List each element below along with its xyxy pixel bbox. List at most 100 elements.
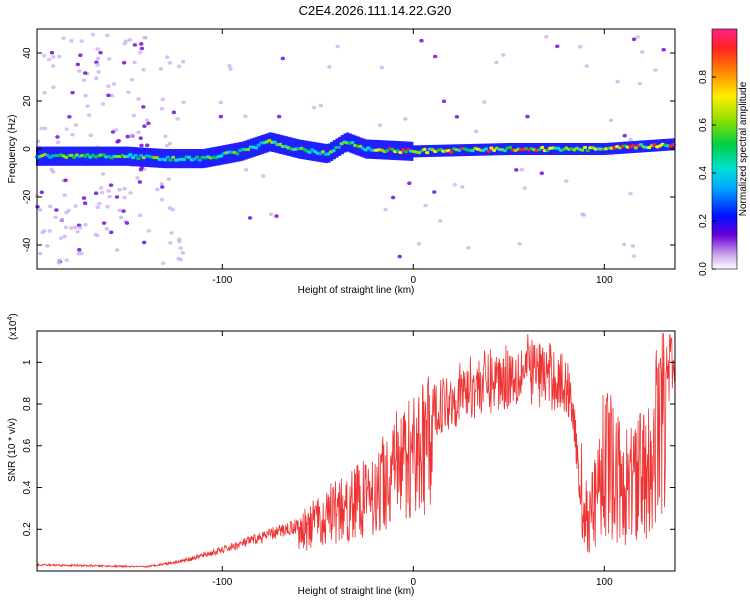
- noise-point: [57, 54, 62, 59]
- ridge-band: [461, 144, 465, 157]
- noise-point: [631, 37, 637, 42]
- noise-point: [631, 254, 637, 258]
- noise-point: [136, 130, 141, 135]
- ridge-point: [162, 158, 168, 162]
- noise-point: [171, 110, 177, 115]
- ridge-point: [424, 151, 430, 155]
- noise-point: [180, 59, 186, 64]
- ridge-point: [585, 149, 591, 153]
- ridge-point: [245, 147, 251, 152]
- noise-point: [327, 65, 332, 69]
- noise-point: [107, 57, 112, 61]
- x-tick-label: 100: [596, 577, 613, 588]
- noise-point: [160, 97, 166, 102]
- noise-point: [79, 39, 84, 43]
- ridge-point: [138, 153, 144, 158]
- noise-point: [39, 126, 44, 131]
- ridge-band: [169, 149, 173, 169]
- noise-point: [167, 61, 173, 65]
- ridge-band: [399, 141, 403, 161]
- ridge-point: [422, 147, 428, 151]
- noise-point: [501, 53, 506, 57]
- noise-point: [62, 193, 67, 197]
- ridge-band: [228, 144, 232, 164]
- noise-point: [630, 244, 636, 248]
- noise-point: [75, 229, 80, 234]
- noise-point: [494, 60, 499, 65]
- noise-point: [166, 177, 172, 182]
- noise-point: [142, 124, 147, 128]
- ridge-point: [85, 153, 91, 157]
- noise-point: [180, 251, 186, 255]
- noise-point: [243, 114, 248, 119]
- noise-point: [164, 55, 170, 60]
- ridge-band: [584, 143, 588, 155]
- noise-point: [564, 179, 569, 183]
- noise-point: [637, 81, 643, 86]
- noise-point: [522, 186, 527, 190]
- spectrogram-y-label: Frequency (Hz): [7, 115, 18, 184]
- noise-point: [132, 43, 138, 47]
- noise-point: [47, 229, 52, 233]
- noise-point: [474, 129, 479, 134]
- noise-point: [121, 60, 127, 65]
- noise-point: [163, 134, 168, 139]
- colorbar-tick-label: 0.0: [698, 262, 709, 276]
- ridge-point: [272, 140, 278, 144]
- ridge-point: [390, 147, 396, 151]
- x-tick-label: 100: [596, 275, 613, 286]
- ridge-point: [128, 153, 134, 157]
- noise-point: [280, 56, 286, 61]
- noise-point: [454, 114, 460, 119]
- noise-point: [127, 38, 132, 42]
- noise-point: [81, 196, 87, 200]
- noise-point: [441, 99, 447, 104]
- ridge-point: [358, 144, 364, 148]
- noise-point: [67, 114, 72, 119]
- noise-point: [85, 104, 90, 108]
- noise-point: [135, 176, 140, 180]
- noise-point: [181, 100, 186, 105]
- noise-point: [81, 78, 87, 83]
- noise-point: [62, 234, 67, 239]
- noise-point: [124, 221, 130, 225]
- y-tick-label: 20: [22, 95, 33, 107]
- ridge-band: [503, 143, 507, 156]
- noise-point: [167, 206, 173, 210]
- noise-point: [114, 128, 119, 132]
- ridge-band: [423, 145, 427, 158]
- noise-point: [61, 36, 66, 40]
- noise-point: [118, 215, 124, 220]
- y-tick-label: 0.4: [22, 480, 33, 494]
- ridge-band: [487, 143, 491, 156]
- ridge-point: [489, 146, 495, 150]
- noise-point: [83, 222, 88, 227]
- noise-point: [397, 254, 402, 259]
- noise-point: [45, 244, 50, 248]
- noise-point: [227, 64, 232, 68]
- noise-point: [40, 230, 45, 235]
- snr-background: [37, 331, 675, 571]
- noise-point: [584, 64, 589, 68]
- ridge-point: [136, 156, 142, 161]
- noise-point: [159, 198, 164, 202]
- noise-point: [88, 133, 93, 138]
- noise-point: [383, 207, 388, 212]
- noise-point: [50, 170, 56, 174]
- noise-point: [141, 105, 146, 109]
- noise-point: [42, 126, 48, 131]
- noise-point: [82, 201, 88, 206]
- ridge-band: [236, 142, 240, 162]
- noise-point: [125, 134, 130, 139]
- ridge-point: [186, 155, 192, 159]
- ridge-point: [197, 158, 203, 162]
- noise-point: [110, 130, 116, 134]
- ridge-point: [539, 145, 545, 150]
- ridge-band: [290, 137, 294, 157]
- snr-scale-label: (x104): [7, 313, 19, 340]
- noise-point: [379, 65, 385, 70]
- noise-point: [38, 251, 43, 256]
- noise-point: [106, 93, 111, 98]
- noise-point: [274, 214, 279, 218]
